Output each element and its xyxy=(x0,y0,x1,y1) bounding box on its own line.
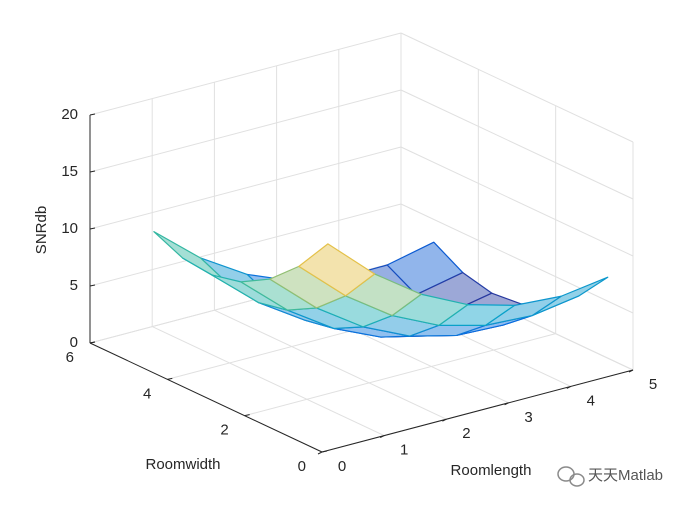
y-tick xyxy=(321,450,328,453)
x-tick-label: 2 xyxy=(462,425,470,442)
z-tick xyxy=(89,341,96,344)
x-tick-label: 0 xyxy=(338,458,346,475)
grid-line xyxy=(89,146,402,230)
x-tick xyxy=(317,451,323,455)
x-tick-label: 5 xyxy=(649,376,657,393)
x-tick xyxy=(442,418,447,422)
x-tick-label: 3 xyxy=(524,409,532,426)
y-tick-label: 6 xyxy=(66,349,74,366)
z-axis-label: SNRdb xyxy=(33,206,50,254)
mesh-face xyxy=(298,243,376,297)
grid-line xyxy=(400,32,634,143)
surf-layer xyxy=(153,231,609,338)
grid-line xyxy=(89,32,402,116)
grid-line xyxy=(244,333,556,417)
grid-line xyxy=(400,146,634,257)
z-tick-label: 0 xyxy=(70,334,78,351)
x-tick-label: 1 xyxy=(400,442,408,459)
grid-line xyxy=(89,203,402,287)
grid-line xyxy=(151,326,385,437)
grid-line xyxy=(89,89,402,173)
x-tick xyxy=(504,402,509,406)
grid-line xyxy=(400,89,634,200)
y-axis-label: Roomwidth xyxy=(145,456,220,473)
grid-line xyxy=(214,309,447,420)
z-tick-label: 20 xyxy=(61,106,78,123)
z-tick-label: 15 xyxy=(61,163,78,180)
x-tick xyxy=(566,385,572,389)
y-tick-label: 0 xyxy=(298,458,306,475)
grid-line xyxy=(400,203,634,314)
z-tick xyxy=(89,170,96,173)
x-axis-line xyxy=(321,369,634,453)
z-tick xyxy=(89,227,96,230)
y-tick-label: 2 xyxy=(220,422,228,439)
z-tick xyxy=(89,284,96,287)
x-tick xyxy=(628,369,634,373)
x-tick-label: 4 xyxy=(587,392,595,409)
watermark: 天天Matlab xyxy=(588,467,663,484)
watermark-icon xyxy=(557,466,585,487)
z-tick xyxy=(89,113,96,116)
x-tick xyxy=(379,435,385,439)
y-tick xyxy=(167,377,173,380)
x-axis-label: Roomlength xyxy=(451,462,532,479)
z-tick-label: 5 xyxy=(70,277,78,294)
y-tick xyxy=(244,414,250,417)
y-tick-label: 4 xyxy=(143,385,151,402)
z-tick-label: 10 xyxy=(61,220,78,237)
y-axis-line xyxy=(89,342,323,453)
